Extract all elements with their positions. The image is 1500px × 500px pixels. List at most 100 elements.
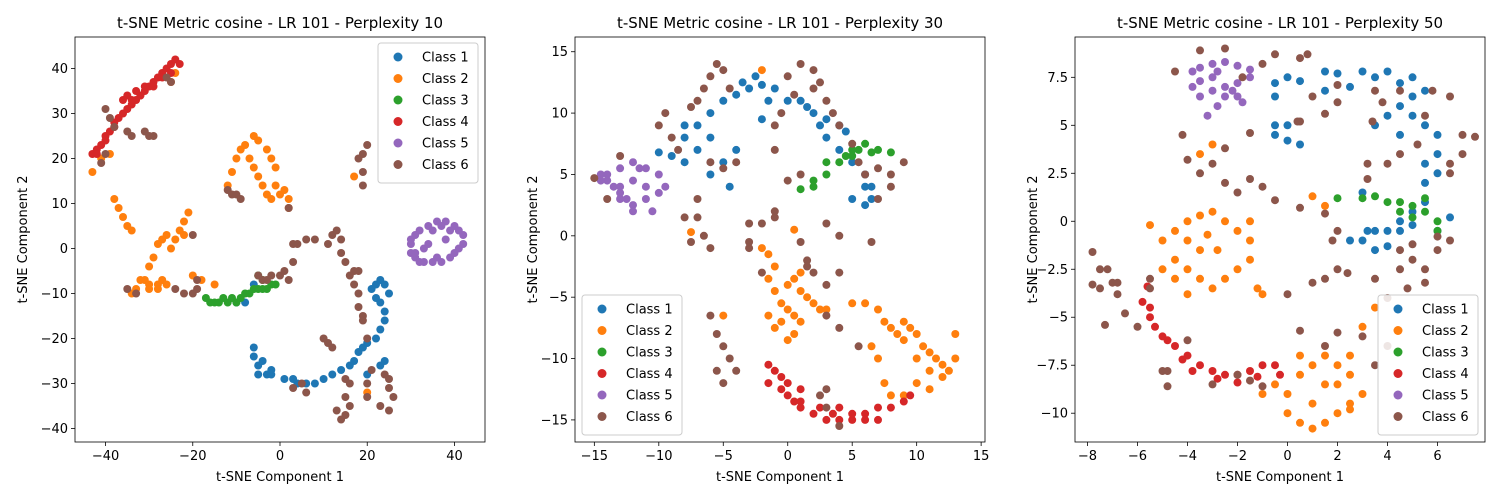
data-point [271,163,280,172]
data-point [951,354,960,363]
data-point [1246,175,1254,183]
y-axis-label: t-SNE Component 2 [16,176,31,304]
data-point [629,158,637,167]
y-axis-label: t-SNE Component 2 [526,176,541,304]
data-point [841,127,850,136]
data-point [271,280,280,289]
data-point [1358,332,1367,341]
legend-marker [393,160,403,169]
data-point [848,299,857,308]
data-point [354,303,363,311]
data-point [424,240,433,248]
data-point [680,121,689,130]
data-point [803,293,812,302]
legend-label: Class 4 [626,367,673,382]
data-point [280,186,289,194]
data-point [1328,236,1337,245]
data-point [861,201,870,210]
data-point [848,145,857,154]
data-point [757,219,766,228]
data-point [1146,303,1154,312]
data-point [1183,155,1192,164]
data-point [1213,374,1222,383]
data-point [267,366,276,374]
data-point [944,366,953,375]
data-point [289,258,298,266]
data-point [693,145,702,154]
data-point [783,379,792,388]
data-point [1363,226,1372,235]
data-point [1408,255,1417,264]
data-point [1276,370,1284,379]
data-point [828,409,837,418]
data-point [149,132,158,140]
data-point [893,330,902,338]
data-point [1433,246,1442,255]
data-point [184,208,193,217]
data-point [249,343,258,352]
data-point [376,325,385,334]
data-point [324,240,332,248]
data-point [770,366,779,375]
data-point [341,375,350,383]
series-class-5 [596,158,670,216]
data-point [1396,207,1404,216]
chart-panel-2: −15 −10 −5 0 5 10 15 −15 −10 −5 0 5 10 15 t-SNE Metric… [526,14,989,485]
data-point [777,373,786,381]
legend-label: Class 2 [422,72,469,87]
data-point [1221,92,1229,101]
data-point [1383,159,1392,168]
data-point [193,276,202,284]
plot-frame [1074,36,1486,443]
data-point [1158,236,1167,245]
data-point [706,170,715,179]
data-point [745,84,754,93]
data-point [925,385,934,394]
data-point [1271,380,1279,389]
data-point [835,158,844,167]
data-point [1371,86,1379,95]
data-point [783,305,792,314]
series-class-2 [88,69,372,397]
data-point [641,164,650,173]
x-tick-label: 0 [276,449,284,464]
data-point [1196,63,1204,72]
legend-marker [1393,412,1403,421]
data-point [770,262,779,271]
data-point [1321,418,1329,427]
series-class-6 [1088,44,1479,391]
data-point [1221,44,1229,53]
chart-panel-1: −40 −20 0 20 40 −40 −30 −20 −10 0 10 20 30 40 t-SNE Me… [16,14,486,485]
data-point [1151,322,1159,331]
data-point [641,195,650,203]
data-point [1178,355,1187,364]
data-point [790,330,799,338]
data-point [841,152,850,160]
legend-marker [1393,369,1403,378]
legend-marker [393,52,403,62]
legend-marker [1393,347,1403,357]
data-point [816,305,824,314]
data-point [1246,255,1254,264]
data-point [783,336,792,345]
data-point [1433,150,1442,159]
data-point [267,195,276,203]
data-point [719,342,728,351]
data-point [1371,246,1379,255]
data-point [1433,226,1442,235]
data-point [140,82,149,91]
data-point [127,226,136,235]
x-axis-label: t-SNE Component 1 [716,470,844,485]
data-point [861,299,870,308]
data-point [629,176,637,185]
data-point [777,317,786,326]
series-class-3 [796,139,895,194]
data-point [886,391,895,400]
data-point [835,422,844,430]
data-point [1363,175,1372,183]
data-point [874,305,882,314]
data-point [411,231,420,239]
legend-label: Class 6 [422,158,469,173]
data-point [648,207,657,216]
data-point [932,354,940,363]
